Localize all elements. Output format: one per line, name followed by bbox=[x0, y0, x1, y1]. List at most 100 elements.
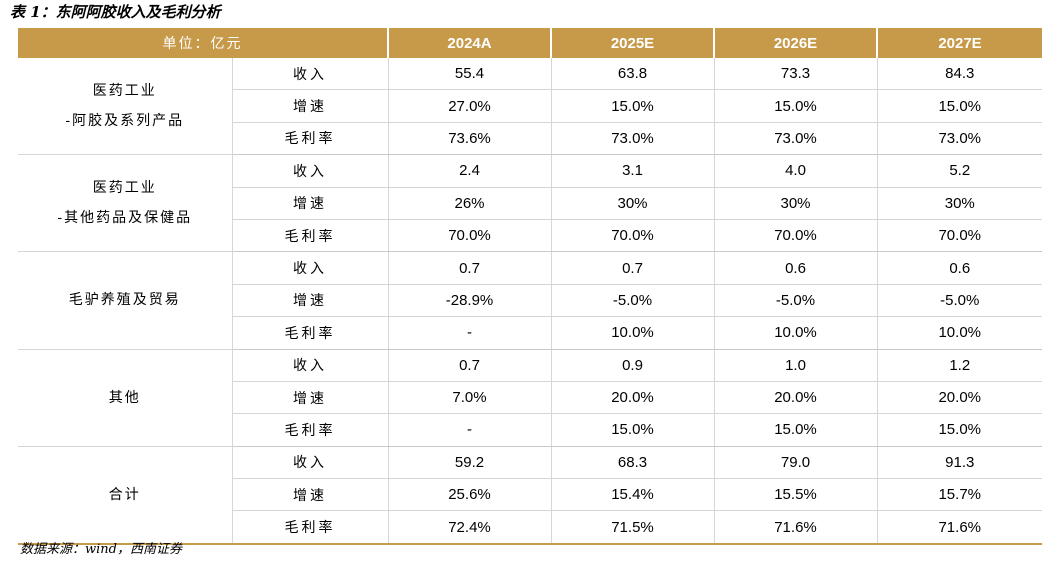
value-cell: - bbox=[387, 413, 551, 447]
metric-label: 毛利率 bbox=[231, 413, 388, 447]
value-cell: 63.8 bbox=[550, 58, 714, 91]
value-cell: 26% bbox=[387, 187, 551, 220]
value-cell: 72.4% bbox=[387, 510, 551, 545]
value-cell: 84.3 bbox=[876, 58, 1042, 91]
value-cell: 73.0% bbox=[876, 122, 1042, 156]
value-cell: 7.0% bbox=[387, 381, 551, 415]
table-row: 医药工业 -阿胶及系列产品 收入 55.4 63.8 73.3 84.3 bbox=[18, 58, 1042, 156]
value-cell: 70.0% bbox=[550, 219, 714, 253]
table-header-row: 单位：亿元 2024A 2025E 2026E 2027E bbox=[18, 28, 1042, 58]
table-row: 毛驴养殖及贸易 收入 0.7 0.7 0.6 0.6 bbox=[18, 251, 1042, 350]
segment-name: 合计 bbox=[18, 446, 232, 545]
value-cell: 71.5% bbox=[550, 510, 714, 545]
value-cell: 0.7 bbox=[550, 251, 714, 285]
metric-label: 收入 bbox=[231, 446, 388, 480]
value-cell: 30% bbox=[876, 187, 1042, 220]
value-cell: 0.7 bbox=[387, 251, 551, 285]
segment-name: 医药工业 -阿胶及系列产品 bbox=[18, 58, 232, 156]
value-cell: 79.0 bbox=[713, 446, 877, 480]
value-cell: -28.9% bbox=[387, 284, 551, 318]
value-cell: 1.0 bbox=[713, 349, 877, 382]
value-cell: 71.6% bbox=[876, 510, 1042, 545]
table-row: 增速 27.0% 15.0% 15.0% 15.0% bbox=[18, 89, 1042, 123]
metric-label: 增速 bbox=[231, 381, 388, 415]
table-row: 其他 收入 0.7 0.9 1.0 1.2 bbox=[18, 349, 1042, 447]
value-cell: 15.5% bbox=[713, 478, 877, 512]
value-cell: 30% bbox=[713, 187, 877, 220]
value-cell: 73.0% bbox=[550, 122, 714, 156]
value-cell: 15.0% bbox=[876, 89, 1042, 123]
value-cell: 73.0% bbox=[713, 122, 877, 156]
metric-label: 增速 bbox=[231, 187, 388, 220]
table-row: 合计 收入 59.2 68.3 79.0 91.3 bbox=[18, 446, 1042, 545]
metric-label: 毛利率 bbox=[231, 316, 388, 350]
year-header: 2024A bbox=[387, 28, 551, 58]
value-cell: 15.4% bbox=[550, 478, 714, 512]
value-cell: 30% bbox=[550, 187, 714, 220]
table-row: 毛利率 72.4% 71.5% 71.6% 71.6% bbox=[18, 510, 1042, 545]
value-cell: 20.0% bbox=[876, 381, 1042, 415]
metric-label: 毛利率 bbox=[231, 122, 388, 156]
value-cell: -5.0% bbox=[876, 284, 1042, 318]
value-cell: 59.2 bbox=[387, 446, 551, 480]
table-row: 增速 26% 30% 30% 30% bbox=[18, 187, 1042, 220]
table-row: 医药工业 -其他药品及保健品 收入 2.4 3.1 4.0 5.2 bbox=[18, 154, 1042, 253]
table-row: 毛利率 -15.0% 15.0% 15.0% bbox=[18, 413, 1042, 447]
value-cell: 71.6% bbox=[713, 510, 877, 545]
table-row: 增速 25.6% 15.4% 15.5% 15.7% bbox=[18, 478, 1042, 512]
value-cell: 15.0% bbox=[550, 89, 714, 123]
value-cell: 10.0% bbox=[876, 316, 1042, 350]
value-cell: 0.6 bbox=[876, 251, 1042, 285]
value-cell: 15.7% bbox=[876, 478, 1042, 512]
segment-name-line1: 其他 bbox=[108, 389, 141, 406]
metric-label: 收入 bbox=[231, 58, 388, 91]
value-cell: 15.0% bbox=[713, 89, 877, 123]
value-cell: 3.1 bbox=[550, 154, 714, 188]
revenue-table: 单位：亿元 2024A 2025E 2026E 2027E 医药工业 -阿胶及系列… bbox=[18, 28, 1042, 545]
metric-label: 收入 bbox=[231, 251, 388, 285]
value-cell: -5.0% bbox=[713, 284, 877, 318]
table-body: 医药工业 -阿胶及系列产品 收入 55.4 63.8 73.3 84.3 增速 27.0% 15.… bbox=[18, 58, 1042, 545]
value-cell: 5.2 bbox=[876, 154, 1042, 188]
value-cell: 0.9 bbox=[550, 349, 714, 382]
value-cell: 10.0% bbox=[550, 316, 714, 350]
segment-name-line1: 合计 bbox=[108, 486, 141, 503]
value-cell: 70.0% bbox=[387, 219, 551, 253]
metric-label: 收入 bbox=[231, 154, 388, 188]
value-cell: 70.0% bbox=[713, 219, 877, 253]
value-cell: 70.0% bbox=[876, 219, 1042, 253]
year-header: 2025E bbox=[550, 28, 714, 58]
metric-label: 增速 bbox=[231, 284, 388, 318]
metric-label: 增速 bbox=[231, 478, 388, 512]
metric-label: 毛利率 bbox=[231, 510, 388, 545]
value-cell: 20.0% bbox=[550, 381, 714, 415]
table-row: 毛利率 73.6% 73.0% 73.0% 73.0% bbox=[18, 122, 1042, 156]
value-cell: 73.3 bbox=[713, 58, 877, 91]
unit-header: 单位：亿元 bbox=[18, 28, 388, 58]
segment-name: 其他 bbox=[18, 349, 232, 447]
value-cell: 15.0% bbox=[550, 413, 714, 447]
table-row: 增速 7.0% 20.0% 20.0% 20.0% bbox=[18, 381, 1042, 415]
segment-name-line1: 毛驴养殖及贸易 bbox=[68, 292, 181, 309]
value-cell: 20.0% bbox=[713, 381, 877, 415]
value-cell: - bbox=[387, 316, 551, 350]
source-note: 数据来源：wind，西南证券 bbox=[20, 542, 182, 557]
value-cell: 55.4 bbox=[387, 58, 551, 91]
segment-name-line1: 医药工业 bbox=[92, 180, 157, 197]
metric-label: 毛利率 bbox=[231, 219, 388, 253]
value-cell: 0.6 bbox=[713, 251, 877, 285]
value-cell: 91.3 bbox=[876, 446, 1042, 480]
value-cell: 15.0% bbox=[713, 413, 877, 447]
year-header: 2027E bbox=[876, 28, 1042, 58]
value-cell: 15.0% bbox=[876, 413, 1042, 447]
value-cell: 10.0% bbox=[713, 316, 877, 350]
segment-name: 毛驴养殖及贸易 bbox=[18, 251, 232, 350]
segment-name: 医药工业 -其他药品及保健品 bbox=[18, 154, 232, 253]
value-cell: 27.0% bbox=[387, 89, 551, 123]
value-cell: -5.0% bbox=[550, 284, 714, 318]
metric-label: 收入 bbox=[231, 349, 388, 382]
value-cell: 25.6% bbox=[387, 478, 551, 512]
table-row: 毛利率 -10.0% 10.0% 10.0% bbox=[18, 316, 1042, 350]
value-cell: 73.6% bbox=[387, 122, 551, 156]
value-cell: 68.3 bbox=[550, 446, 714, 480]
